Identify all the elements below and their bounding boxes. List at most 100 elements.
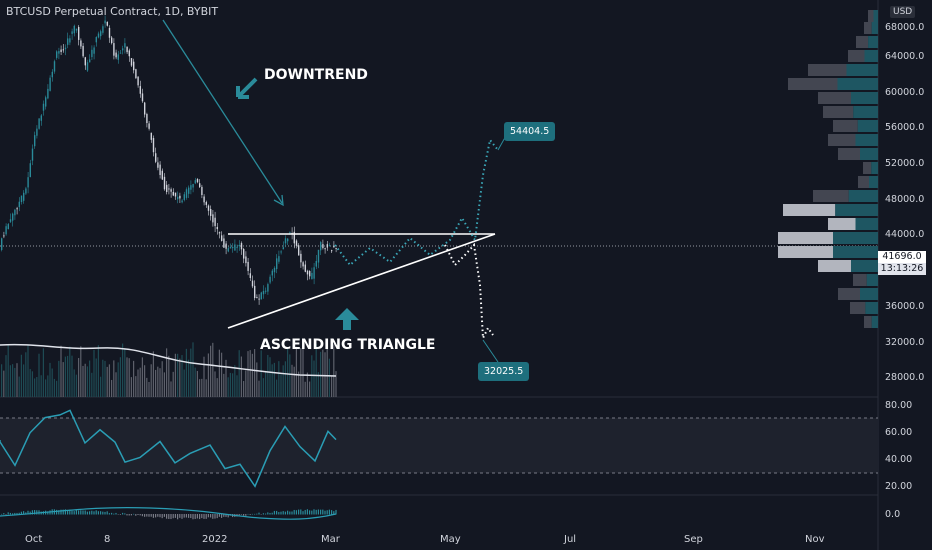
candle-body xyxy=(190,185,192,190)
candle-body xyxy=(234,244,236,251)
volume-bar xyxy=(194,367,196,397)
candle-body xyxy=(196,178,199,183)
volume-profile-row xyxy=(853,106,878,118)
volume-ma-line xyxy=(0,343,337,377)
rsi-axis-label: 20.00 xyxy=(885,481,913,492)
macd-bar xyxy=(73,511,75,515)
candle-body xyxy=(256,297,258,299)
volume-bar xyxy=(236,375,238,397)
macd-bar xyxy=(320,509,322,515)
volume-profile-row xyxy=(868,10,874,22)
time-axis-label: Oct xyxy=(25,534,43,545)
volume-profile-row xyxy=(860,148,878,160)
macd-bar xyxy=(128,514,130,516)
macd-bar xyxy=(130,514,132,516)
candle-body xyxy=(148,123,150,129)
volume-bar xyxy=(7,344,9,397)
price-axis-label: 60000.0 xyxy=(885,87,925,98)
volume-bar xyxy=(199,379,201,397)
candle-body xyxy=(106,21,108,26)
candle-body xyxy=(111,37,113,44)
macd-bar xyxy=(161,514,163,519)
candle-body xyxy=(335,247,337,249)
currency-badge[interactable]: USD xyxy=(890,6,916,18)
volume-bar xyxy=(298,371,300,397)
macd-bar xyxy=(302,511,304,515)
volume-bar xyxy=(122,343,124,397)
macd-bar xyxy=(322,509,324,515)
macd-bar xyxy=(174,514,176,518)
macd-bar xyxy=(144,514,146,517)
macd-bar xyxy=(212,514,214,519)
macd-bar xyxy=(20,511,22,515)
volume-bar xyxy=(126,357,128,397)
candle-body xyxy=(69,38,71,43)
candle-body xyxy=(47,88,49,99)
candle-body xyxy=(64,47,67,50)
macd-bar xyxy=(181,514,183,519)
macd-bar xyxy=(333,511,335,515)
volume-bar xyxy=(25,352,27,397)
macd-bar xyxy=(108,513,110,515)
candle-body xyxy=(23,192,25,201)
candle-body xyxy=(139,86,141,94)
macd-bar xyxy=(93,511,95,515)
candle-body xyxy=(203,196,205,203)
macd-bar xyxy=(225,514,227,517)
candle-body xyxy=(84,57,86,66)
macd-bar xyxy=(102,511,104,515)
candle-body xyxy=(311,272,313,280)
volume-profile-row xyxy=(851,92,878,104)
volume-bar xyxy=(183,369,185,397)
candle-body xyxy=(174,192,177,197)
macd-bar xyxy=(47,511,49,515)
volume-bar xyxy=(161,361,163,397)
volume-bar xyxy=(287,348,289,397)
candle-body xyxy=(130,58,133,66)
time-axis-label: 8 xyxy=(104,534,111,545)
candle-body xyxy=(229,247,232,249)
volume-bar xyxy=(166,348,168,397)
candle-body xyxy=(80,40,82,47)
macd-bar xyxy=(216,514,218,519)
volume-bar xyxy=(302,342,304,397)
candle-body xyxy=(181,200,183,203)
volume-bar xyxy=(14,367,16,397)
volume-profile-row xyxy=(857,120,878,132)
macd-bar xyxy=(71,510,73,515)
macd-bar xyxy=(69,509,71,515)
volume-bar xyxy=(71,355,73,397)
candle-body xyxy=(262,290,265,295)
macd-bar xyxy=(16,512,18,515)
triangle-support-line xyxy=(227,233,496,329)
candle-body xyxy=(223,238,225,248)
candle-body xyxy=(238,244,240,247)
rsi-band xyxy=(0,418,878,473)
macd-bar xyxy=(194,514,196,519)
volume-bar xyxy=(284,361,286,397)
macd-bar xyxy=(218,514,220,517)
volume-bar xyxy=(102,359,104,397)
candle-body xyxy=(53,61,56,72)
candle-body xyxy=(240,243,243,250)
time-axis-label: Sep xyxy=(684,534,703,545)
volume-bar xyxy=(36,376,38,397)
volume-profile-row xyxy=(788,78,838,90)
volume-bar xyxy=(146,377,148,397)
candle-body xyxy=(78,26,80,40)
volume-profile-row xyxy=(860,288,878,300)
macd-bar xyxy=(170,514,172,520)
volume-bar xyxy=(3,370,5,397)
macd-bar xyxy=(159,514,161,518)
volume-profile-row xyxy=(853,274,867,286)
macd-bar xyxy=(313,509,315,515)
candle-body xyxy=(306,270,309,275)
candle-body xyxy=(166,184,168,193)
volume-bar xyxy=(333,344,335,397)
candle-body xyxy=(124,43,126,48)
volume-bar xyxy=(45,379,47,397)
volume-bar xyxy=(148,381,150,397)
volume-profile-row xyxy=(848,190,878,202)
time-axis-label: May xyxy=(440,534,461,545)
